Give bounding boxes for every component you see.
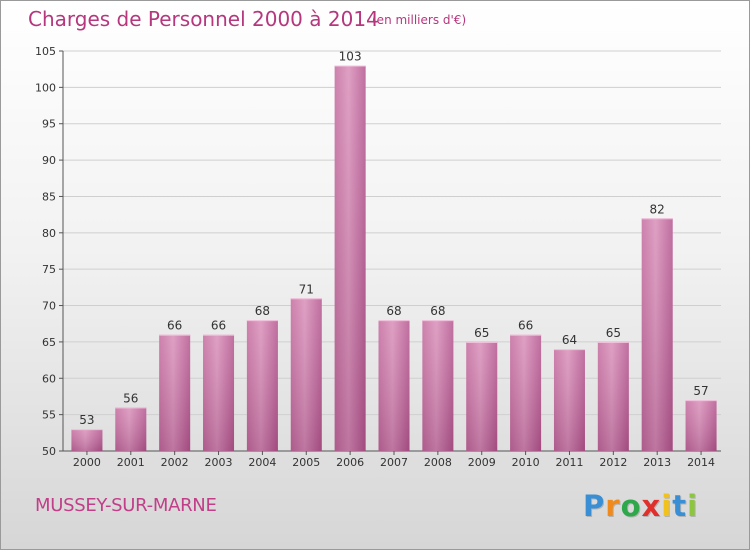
logo-letter: i (661, 489, 673, 523)
data-label: 66 (518, 319, 533, 333)
data-label: 82 (650, 202, 665, 216)
x-tick-label: 2014 (687, 456, 715, 469)
bar-shade (246, 320, 278, 451)
x-tick-label: 2013 (643, 456, 671, 469)
bar-shade (641, 218, 673, 451)
bar-shade (334, 65, 366, 451)
y-tick-label: 75 (42, 263, 56, 276)
data-label: 64 (562, 333, 577, 347)
y-tick-label: 95 (42, 118, 56, 131)
proxiti-logo: Proxiti (583, 489, 698, 523)
chart-title: Charges de Personnel 2000 à 2014 (28, 7, 379, 31)
data-label: 65 (474, 326, 489, 340)
x-tick-label: 2012 (599, 456, 627, 469)
x-tick-label: 2011 (555, 456, 583, 469)
data-label: 66 (211, 319, 226, 333)
x-tick-label: 2010 (512, 456, 540, 469)
bar-shade (159, 334, 191, 451)
data-label: 66 (167, 319, 182, 333)
bar-shade (597, 341, 629, 451)
y-tick-label: 80 (42, 227, 56, 240)
logo-letter: t (672, 489, 688, 523)
y-tick-label: 70 (42, 300, 56, 313)
logo-letter: i (687, 489, 699, 523)
x-tick-label: 2007 (380, 456, 408, 469)
bar-shade (466, 341, 498, 451)
x-tick-label: 2006 (336, 456, 364, 469)
place-name: MUSSEY-SUR-MARNE (35, 495, 217, 516)
x-tick-label: 2001 (117, 456, 145, 469)
bar-shade (553, 349, 585, 451)
x-tick-label: 2004 (248, 456, 276, 469)
logo-letter: P (583, 489, 606, 523)
y-tick-label: 50 (42, 445, 56, 458)
x-tick-label: 2003 (205, 456, 233, 469)
bar-shade (115, 407, 147, 451)
x-tick-label: 2002 (161, 456, 189, 469)
y-tick-label: 55 (42, 409, 56, 422)
bar-shade (71, 429, 103, 451)
y-tick-label: 85 (42, 190, 56, 203)
x-tick-label: 2009 (468, 456, 496, 469)
logo-letter: o (620, 489, 642, 523)
bar-shade (203, 334, 235, 451)
data-label: 68 (430, 304, 445, 318)
data-label: 68 (255, 304, 270, 318)
data-label: 56 (123, 391, 138, 405)
bar-shade (685, 400, 717, 451)
chart-subtitle: (en milliers d'€) (372, 13, 467, 27)
data-label: 103 (339, 50, 362, 64)
bar-shade (378, 320, 410, 451)
logo-letter: r (605, 489, 621, 523)
data-label: 68 (386, 304, 401, 318)
y-tick-label: 90 (42, 154, 56, 167)
data-label: 71 (299, 282, 314, 296)
bar-shade (290, 298, 322, 451)
y-tick-label: 65 (42, 336, 56, 349)
bar-shade (422, 320, 454, 451)
y-tick-label: 100 (35, 81, 56, 94)
data-label: 57 (693, 384, 708, 398)
y-tick-label: 105 (35, 45, 56, 58)
x-tick-label: 2000 (73, 456, 101, 469)
x-tick-label: 2005 (292, 456, 320, 469)
data-label: 65 (606, 326, 621, 340)
y-tick-label: 60 (42, 372, 56, 385)
logo-letter: x (641, 489, 662, 523)
bar-shade (510, 334, 542, 451)
data-label: 53 (79, 413, 94, 427)
x-tick-label: 2008 (424, 456, 452, 469)
